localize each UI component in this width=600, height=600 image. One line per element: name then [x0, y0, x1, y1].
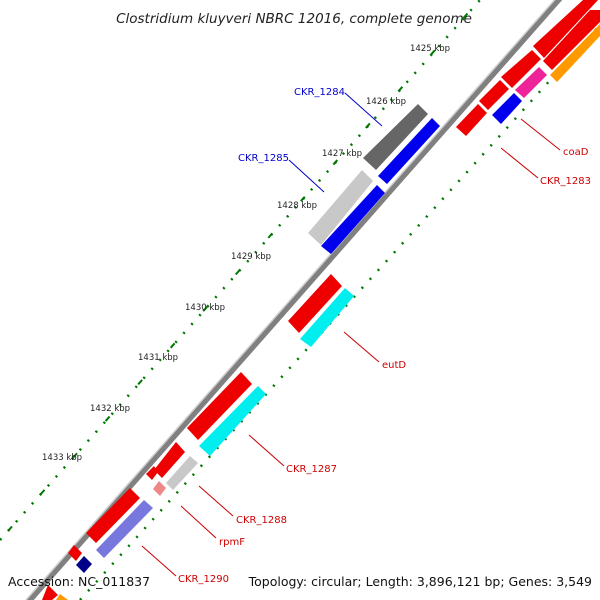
cds-feature[interactable] [456, 104, 487, 136]
label-leader-lines [141, 92, 561, 577]
label-ckr-1284[interactable]: CKR_1284 [294, 87, 345, 98]
tick-label: 1433 kbp [42, 453, 82, 463]
tick-label: 1432 kbp [90, 404, 130, 414]
leader-ckr-1283 [500, 147, 539, 179]
ckr-1290-block [42, 488, 153, 600]
outer-dotted-scale [0, 0, 481, 541]
genome-backbone [25, 0, 563, 600]
gene-rpmf[interactable] [153, 481, 166, 496]
tick-label: 1431 kbp [138, 353, 178, 363]
magenta-feature[interactable] [515, 67, 547, 98]
leader-coad [520, 118, 561, 151]
gene-ckr-1285-forward[interactable] [321, 185, 385, 254]
label-ckr-1283[interactable]: CKR_1283 [540, 176, 591, 187]
ckr-1287-block [187, 372, 266, 456]
leader-ckr-1290 [141, 545, 177, 577]
leader-ckr-1284 [344, 92, 383, 127]
cds-feature[interactable] [42, 585, 58, 600]
tick-label: 1427 kbp [322, 149, 362, 159]
ckr-1284-1285-block [308, 104, 440, 254]
leader-ckr-1285 [288, 159, 325, 193]
cds-feature[interactable] [146, 466, 158, 480]
label-ckr-1287[interactable]: CKR_1287 [286, 464, 337, 475]
tick-label: 1428 kbp [277, 201, 317, 211]
gene-ckr-1288[interactable] [166, 456, 198, 490]
gene-ckr-1290-cds[interactable] [86, 488, 140, 543]
gene-eutd[interactable] [300, 288, 354, 347]
navy-feature[interactable] [76, 556, 92, 573]
label-ckr-1285[interactable]: CKR_1285 [238, 153, 289, 164]
label-coad[interactable]: coaD [563, 147, 589, 158]
label-ckr-1288[interactable]: CKR_1288 [236, 515, 287, 526]
leader-rpmf [180, 505, 217, 539]
topology-text: Topology: circular; Length: 3,896,121 bp… [248, 574, 592, 589]
eutd-block [288, 274, 354, 347]
gene-ckr-1290[interactable] [96, 500, 153, 558]
gene-eutd-cds[interactable] [288, 274, 342, 333]
backbone-highlight [25, 0, 556, 600]
gene-ckr-1287-cds[interactable] [187, 372, 252, 440]
gene-ckr-1287[interactable] [199, 386, 266, 456]
accession-text: Accession: NC_011837 [8, 574, 150, 589]
cds-feature[interactable] [533, 0, 598, 58]
gene-ckr-1284[interactable] [363, 104, 428, 170]
tick-label: 1430 kbp [185, 303, 225, 313]
tick-label: 1429 kbp [231, 252, 271, 262]
leader-eutd [343, 331, 380, 363]
top-right-features [456, 0, 600, 136]
tick-label: 1425 kbp [410, 44, 450, 54]
genome-title: Clostridium kluyveri NBRC 12016, complet… [116, 11, 472, 27]
cds-feature[interactable] [479, 80, 509, 110]
label-eutd[interactable]: eutD [382, 360, 406, 371]
backbone-line [25, 0, 563, 600]
gene-ckr-1285[interactable] [308, 170, 373, 245]
label-ckr-1290[interactable]: CKR_1290 [178, 574, 229, 585]
cds-feature[interactable] [154, 442, 185, 478]
ckr-1288-block [146, 442, 198, 496]
gene-ckr-1284-forward[interactable] [378, 118, 440, 184]
leader-ckr-1287 [248, 434, 285, 467]
cds-feature[interactable] [501, 50, 541, 88]
forward-feature[interactable] [492, 93, 522, 124]
tick-labels: 1425 kbp 1426 kbp 1427 kbp 1428 kbp 1429… [42, 44, 450, 463]
label-rpmf[interactable]: rpmF [219, 537, 245, 548]
gene-labels: CKR_1284 CKR_1285 coaD CKR_1283 eutD CKR… [178, 87, 591, 585]
cds-feature[interactable] [68, 545, 82, 561]
orange-feature[interactable] [550, 24, 600, 82]
leader-ckr-1288 [198, 485, 234, 517]
orange-feature[interactable] [56, 594, 68, 600]
cds-feature[interactable] [543, 10, 600, 70]
tick-label: 1426 kbp [366, 97, 406, 107]
